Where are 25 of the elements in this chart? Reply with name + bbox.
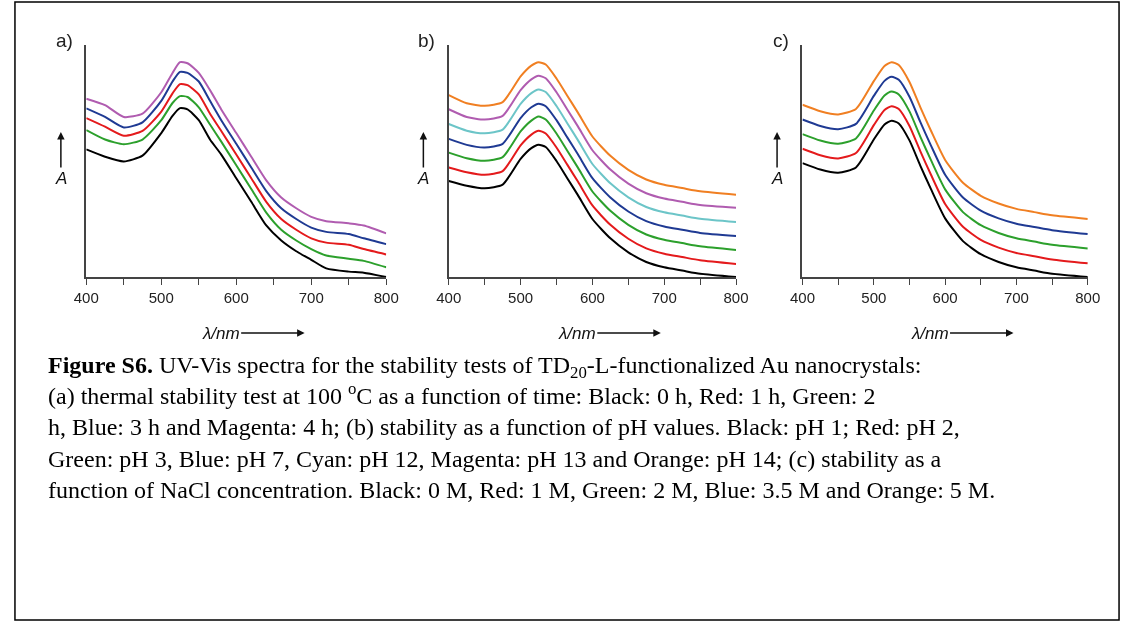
x-axis-title: λ/nm (558, 324, 596, 343)
y-axis-title: A (417, 169, 430, 188)
x-tick-label: 400 (73, 288, 99, 306)
x-tick-label: 600 (579, 288, 605, 306)
caption: Figure S6. (48, 352, 153, 378)
x-tick-label: 600 (223, 288, 249, 306)
x-axis-title: λ/nm (202, 324, 240, 343)
y-axis-title: A (55, 169, 68, 188)
x-tick-label: 800 (1075, 288, 1101, 306)
x-tick-label: 700 (1003, 288, 1029, 306)
x-tick-label: 400 (436, 288, 462, 306)
x-tick-label: 500 (861, 288, 887, 306)
y-axis-title: A (771, 169, 784, 188)
x-axis-title: λ/nm (911, 324, 949, 343)
chart-title: a) (56, 30, 73, 51)
x-tick-label: 600 (932, 288, 958, 306)
x-tick-label: 700 (298, 288, 324, 306)
chart-title: c) (773, 30, 789, 51)
x-tick-label: 400 (789, 288, 815, 306)
x-tick-label: 800 (373, 288, 399, 306)
x-tick-label: 700 (651, 288, 677, 306)
x-tick-label: 800 (723, 288, 749, 306)
x-tick-label: 500 (148, 288, 174, 306)
chart-title: b) (418, 30, 435, 51)
x-tick-label: 500 (508, 288, 534, 306)
